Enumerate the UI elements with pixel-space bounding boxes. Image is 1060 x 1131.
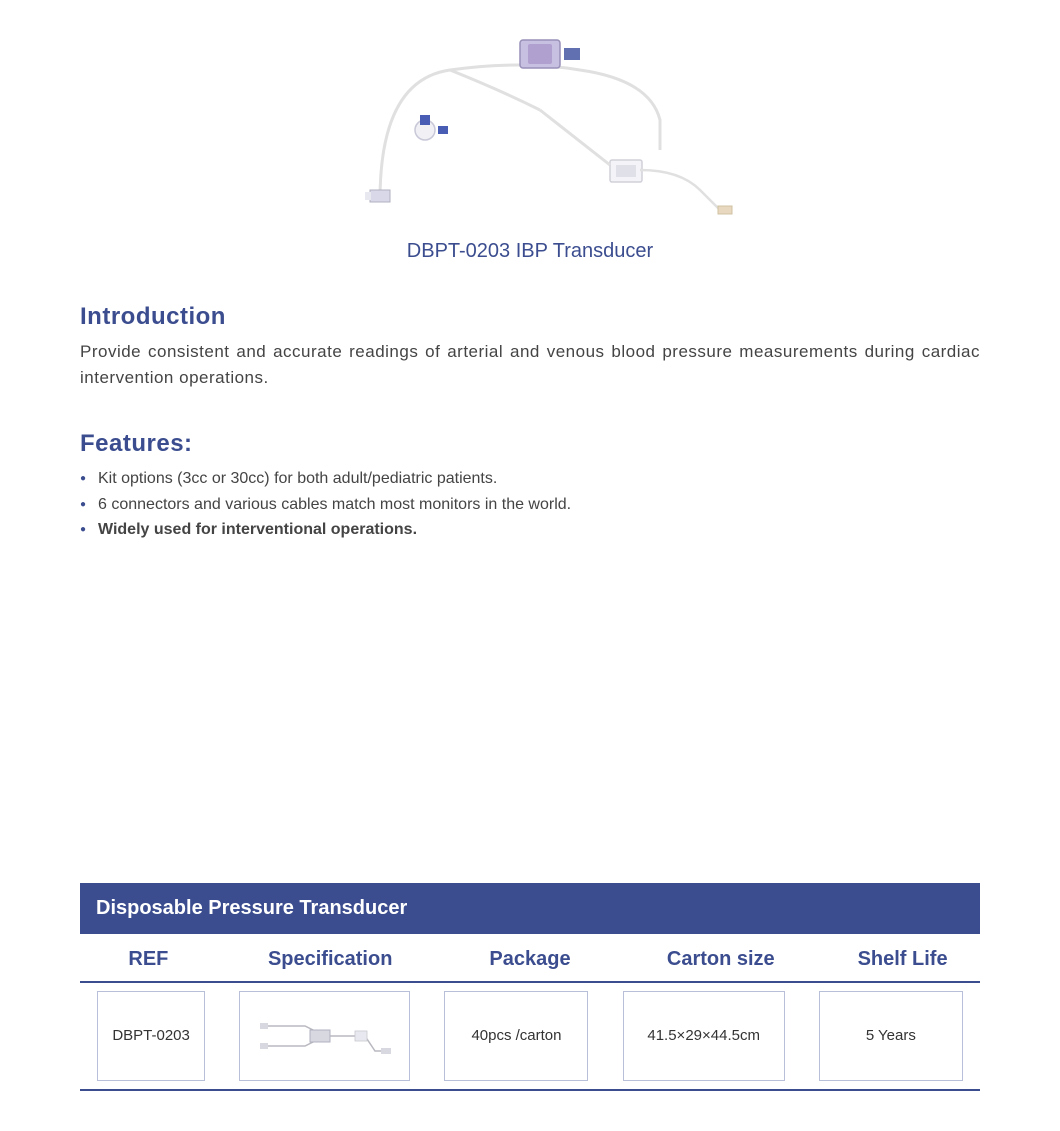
cell-package: 40pcs /carton — [444, 991, 588, 1081]
introduction-heading: Introduction — [80, 303, 980, 331]
table-row: DBPT-0203 40pcs /carton 41.5×29×44.5cm 5… — [80, 983, 980, 1091]
table-column-row: REF Specification Package Carton size Sh… — [80, 934, 980, 983]
cell-carton: 41.5×29×44.5cm — [623, 991, 785, 1081]
features-list: Kit options (3cc or 30cc) for both adult… — [80, 466, 980, 543]
introduction-text: Provide consistent and accurate readings… — [80, 339, 980, 390]
product-illustration — [320, 20, 740, 230]
col-header-spec: Specification — [222, 948, 438, 971]
transducer-diagram-icon — [320, 20, 740, 230]
feature-item: 6 connectors and various cables match mo… — [80, 492, 980, 518]
feature-item: Kit options (3cc or 30cc) for both adult… — [80, 466, 980, 492]
spec-diagram-icon — [255, 1006, 395, 1066]
table-title: Disposable Pressure Transducer — [80, 883, 980, 934]
product-image-section: DBPT-0203 IBP Transducer — [80, 20, 980, 263]
col-header-carton: Carton size — [622, 948, 820, 971]
cell-ref: DBPT-0203 — [97, 991, 205, 1081]
cell-shelf: 5 Years — [819, 991, 963, 1081]
features-heading: Features: — [80, 430, 980, 458]
col-header-ref: REF — [85, 948, 211, 971]
product-caption: DBPT-0203 IBP Transducer — [80, 240, 980, 263]
spec-table: Disposable Pressure Transducer REF Speci… — [80, 883, 980, 1091]
feature-item: Widely used for interventional operation… — [80, 517, 980, 543]
col-header-shelf: Shelf Life — [831, 948, 975, 971]
col-header-package: Package — [449, 948, 611, 971]
cell-spec — [239, 991, 410, 1081]
